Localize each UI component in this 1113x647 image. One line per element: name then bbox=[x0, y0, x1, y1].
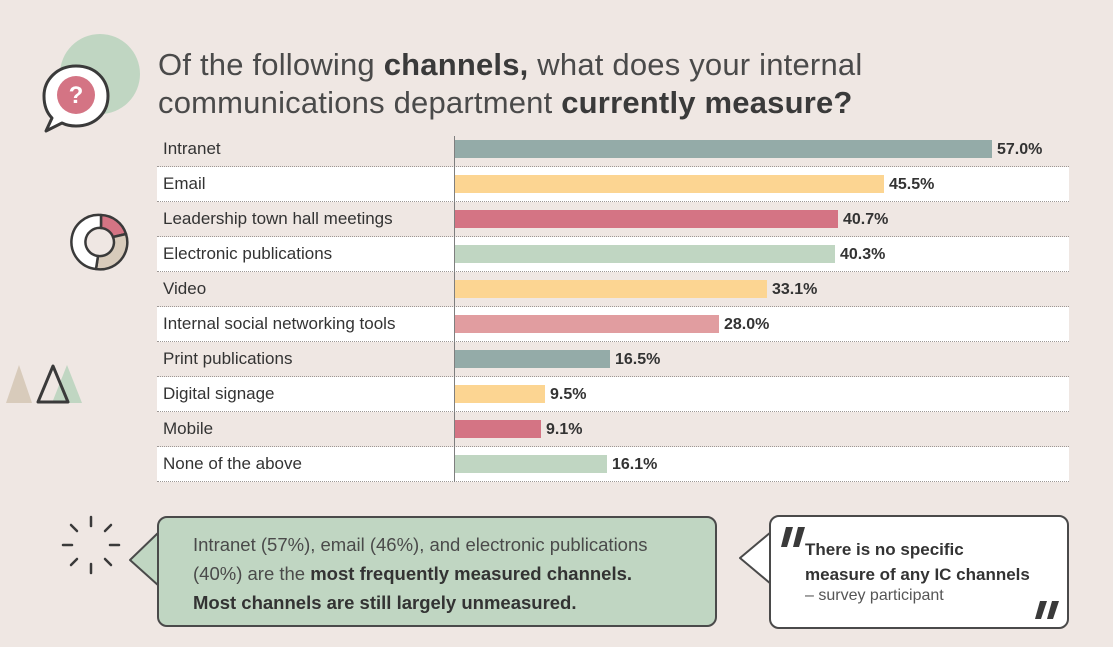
chart-row: Leadership town hall meetings 40.7% bbox=[157, 202, 1069, 237]
bar-value-label: 33.1% bbox=[772, 281, 818, 298]
triangles-icon bbox=[6, 364, 82, 404]
y-axis-line bbox=[454, 136, 455, 482]
bar bbox=[455, 420, 541, 438]
svg-text:?: ? bbox=[69, 82, 84, 109]
category-label: Video bbox=[163, 279, 207, 298]
category-label: Leadership town hall meetings bbox=[163, 209, 393, 228]
bar-value-label: 9.5% bbox=[550, 386, 587, 403]
bar-value-label: 16.5% bbox=[615, 351, 661, 368]
chart-row: Internal social networking tools 28.0% bbox=[157, 307, 1069, 342]
summary-callout: Intranet (57%), email (46%), and electro… bbox=[157, 516, 717, 627]
summary-text: Intranet (57%), email (46%), and electro… bbox=[193, 534, 648, 613]
quote-text: There is no specific measure of any IC ch… bbox=[805, 540, 1030, 584]
question-bubble-icon: ? bbox=[42, 34, 140, 133]
category-label: None of the above bbox=[163, 454, 302, 473]
bar bbox=[455, 280, 767, 298]
close-quote-icon bbox=[1035, 601, 1059, 619]
quote-callout: There is no specific measure of any IC ch… bbox=[769, 515, 1069, 629]
bar-value-label: 40.3% bbox=[840, 246, 886, 263]
chart-row: None of the above 16.1% bbox=[157, 447, 1069, 482]
chart-row: Electronic publications 40.3% bbox=[157, 237, 1069, 272]
bar bbox=[455, 210, 838, 228]
category-label: Internal social networking tools bbox=[163, 314, 396, 333]
category-label: Intranet bbox=[163, 139, 221, 158]
quote-attribution: – survey participant bbox=[805, 587, 944, 604]
category-label: Electronic publications bbox=[163, 244, 333, 263]
chart-row: Intranet 57.0% bbox=[157, 132, 1069, 167]
category-label: Digital signage bbox=[163, 384, 275, 403]
bar-value-label: 16.1% bbox=[612, 456, 658, 473]
category-label: Print publications bbox=[163, 349, 293, 368]
sunburst-icon bbox=[61, 515, 121, 575]
bar bbox=[455, 140, 992, 158]
bar bbox=[455, 175, 884, 193]
category-label: Email bbox=[163, 174, 206, 193]
chart-row: Video 33.1% bbox=[157, 272, 1069, 307]
chart-row: Mobile 9.1% bbox=[157, 412, 1069, 447]
bar bbox=[455, 245, 835, 263]
open-quote-icon bbox=[781, 527, 805, 547]
chart-row: Digital signage 9.5% bbox=[157, 377, 1069, 412]
bar bbox=[455, 315, 719, 333]
category-label: Mobile bbox=[163, 419, 214, 438]
chart-title: Of the following channels, what does you… bbox=[158, 47, 863, 120]
bar bbox=[455, 385, 545, 403]
quote-pointer bbox=[739, 531, 772, 585]
callout-pointer bbox=[129, 531, 160, 587]
chart-row: Print publications 16.5% bbox=[157, 342, 1069, 377]
bar-value-label: 45.5% bbox=[889, 176, 935, 193]
bar-value-label: 9.1% bbox=[546, 421, 583, 438]
bar-value-label: 57.0% bbox=[997, 141, 1043, 158]
bar-chart: Intranet 57.0% Email 45.5% Leadership town h… bbox=[157, 132, 1069, 482]
bar bbox=[455, 455, 607, 473]
donut-chart-icon bbox=[70, 213, 129, 271]
bar-value-label: 40.7% bbox=[843, 211, 889, 228]
bar bbox=[455, 350, 610, 368]
bar-value-label: 28.0% bbox=[724, 316, 770, 333]
chart-row: Email 45.5% bbox=[157, 167, 1069, 202]
